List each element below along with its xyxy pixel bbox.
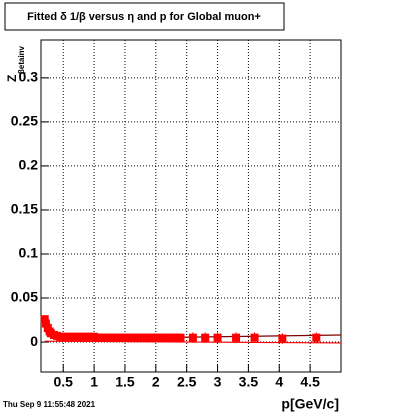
x-tick-label: 0.5 — [53, 374, 73, 390]
marker — [213, 333, 222, 342]
x-tick-label: 1.5 — [115, 374, 135, 390]
x-tick-label: 3.5 — [239, 374, 259, 390]
marker — [41, 319, 50, 328]
y-tick-label: 0.15 — [11, 201, 38, 217]
y-axis-label: Z — [5, 75, 19, 82]
x-axis-label: p[GeV/c] — [281, 396, 339, 412]
y-tick-label: 0.25 — [11, 113, 38, 129]
y-tick-label: 0.2 — [19, 157, 39, 173]
timestamp: Thu Sep 9 11:55:48 2021 — [3, 400, 96, 409]
x-tick-label: 3 — [214, 374, 222, 390]
x-tick-label: 2 — [152, 374, 160, 390]
marker — [188, 333, 197, 342]
marker — [201, 333, 210, 342]
marker — [278, 334, 287, 343]
y-tick-label: 0.05 — [11, 289, 38, 305]
x-tick-label: 4 — [275, 374, 283, 390]
marker — [232, 333, 241, 342]
marker — [176, 333, 185, 342]
x-tick-label: 4.5 — [300, 374, 320, 390]
chart-title: Fitted δ 1/β versus η and p for Global m… — [27, 11, 261, 23]
marker — [250, 333, 259, 342]
x-tick-label: 1 — [90, 374, 98, 390]
plot-frame — [40, 39, 342, 373]
x-tick-label: 2.5 — [177, 374, 197, 390]
y-tick-label: 0 — [30, 333, 38, 349]
marker — [312, 333, 321, 342]
marker — [40, 315, 49, 324]
y-tick-label: 0.3 — [19, 69, 39, 85]
y-tick-label: 0.1 — [19, 245, 39, 261]
y-axis-label-sub: βetainv — [17, 45, 26, 74]
title-box — [4, 2, 285, 31]
